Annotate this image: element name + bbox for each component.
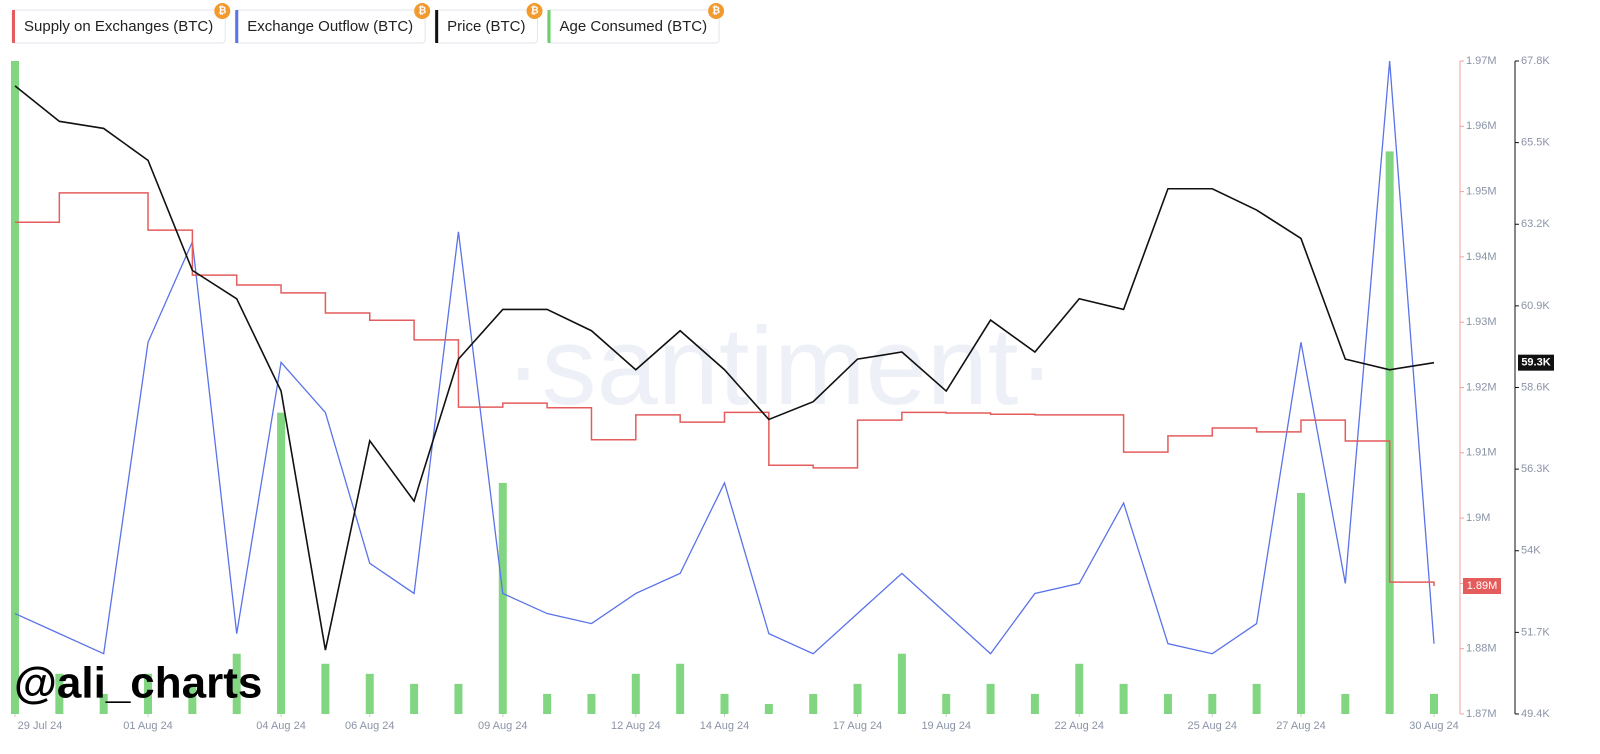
line	[14, 60, 1435, 655]
legend-label: Supply on Exchanges (BTC)	[24, 18, 213, 35]
y2-tick-label: 56.3K	[1521, 463, 1550, 475]
legend-swatch	[435, 10, 439, 43]
legend-icon	[214, 3, 231, 19]
y-tick-label: 1.93M	[1466, 316, 1497, 328]
y2-tick-label: 63.2K	[1521, 218, 1550, 230]
bar	[1208, 693, 1217, 714]
legend-swatch	[547, 10, 551, 43]
bar	[55, 673, 64, 714]
x-tick-label: 27 Aug 24	[1276, 720, 1326, 732]
bar	[897, 653, 906, 714]
line	[14, 85, 1435, 651]
bar	[1030, 693, 1039, 714]
legend-item: Age Consumed (BTC) ₿	[547, 3, 725, 44]
x-tick-label: 19 Aug 24	[921, 720, 971, 732]
bar	[986, 683, 995, 714]
bar	[144, 673, 153, 714]
y2-tick-label: 65.5K	[1521, 137, 1550, 149]
line	[15, 192, 1435, 587]
bar	[587, 693, 596, 714]
bar	[543, 693, 552, 714]
legend-label: Exchange Outflow (BTC)	[247, 18, 413, 35]
y2-tick-label: 54K	[1521, 545, 1541, 557]
current-value-box	[1518, 354, 1554, 371]
current-value-box	[1463, 578, 1501, 595]
y2-tick-label: 49.4K	[1521, 708, 1550, 720]
bar	[1119, 683, 1128, 714]
y-tick-label: 1.91M	[1466, 447, 1497, 459]
bar	[853, 683, 862, 714]
y-tick-label: 1.95M	[1466, 186, 1497, 198]
y-tick-label: 1.9M	[1466, 512, 1490, 524]
y2-tick-label: 60.9K	[1521, 300, 1550, 312]
y2-tick-label: 58.6K	[1521, 381, 1550, 393]
legend-icon-glyph: ₿	[418, 5, 426, 17]
bar	[1163, 693, 1172, 714]
legend-icon-glyph: ₿	[218, 5, 226, 17]
x-tick-label: 29 Jul 24	[18, 720, 63, 732]
bar	[1430, 693, 1438, 714]
y-tick-label: 1.88M	[1466, 643, 1497, 655]
current-value: 59.3K	[1521, 357, 1550, 369]
bar	[631, 673, 640, 714]
y-tick-label: 1.97M	[1466, 55, 1497, 67]
legend-label: Age Consumed (BTC)	[560, 18, 708, 35]
bar	[1296, 492, 1305, 714]
x-tick-label: 17 Aug 24	[833, 720, 883, 732]
bar	[1075, 663, 1084, 714]
bar	[99, 693, 108, 714]
bar	[232, 653, 241, 714]
y-tick-label: 1.96M	[1466, 120, 1497, 132]
legend-icon-glyph: ₿	[712, 5, 720, 17]
bar	[11, 61, 19, 714]
x-tick-label: 01 Aug 24	[123, 720, 173, 732]
bar	[410, 683, 419, 714]
x-tick-label: 12 Aug 24	[611, 720, 661, 732]
bar	[809, 693, 818, 714]
bar	[1385, 151, 1394, 714]
bar	[676, 663, 685, 714]
bar	[188, 683, 197, 714]
legend-item: Exchange Outflow (BTC) ₿	[234, 3, 431, 44]
bar	[498, 482, 507, 714]
bar	[454, 683, 463, 714]
bar	[1341, 693, 1350, 714]
watermark: ·santiment·	[505, 305, 1055, 428]
plot: 1.87M 1.88M 1.89M 1.9M 1.91M 1.92M 1.93M 1.94M 1…	[11, 55, 1554, 732]
x-tick-label: 22 Aug 24	[1054, 720, 1104, 732]
y-tick-label: 1.87M	[1466, 708, 1497, 720]
legend-label: Price (BTC)	[447, 18, 525, 35]
x-tick-label: 04 Aug 24	[256, 720, 306, 732]
bar	[1252, 683, 1261, 714]
bar	[942, 693, 951, 714]
legend-icon	[414, 3, 431, 19]
legend-icon	[526, 3, 543, 19]
x-tick-label: 30 Aug 24	[1409, 720, 1459, 732]
y2-tick-label: 67.8K	[1521, 55, 1550, 67]
legend-swatch	[12, 10, 15, 43]
bar	[720, 693, 729, 714]
legend-icon-glyph: ₿	[530, 5, 538, 17]
credit: @ali_charts	[14, 659, 262, 708]
y-tick-label: 1.94M	[1466, 251, 1497, 263]
legend-item: Price (BTC) ₿	[434, 3, 543, 44]
x-tick-label: 09 Aug 24	[478, 720, 528, 732]
bar	[321, 663, 330, 714]
bar	[365, 673, 374, 714]
y2-tick-label: 51.7K	[1521, 626, 1550, 638]
legend-swatch	[235, 10, 239, 43]
y-tick-label: 1.92M	[1466, 381, 1497, 393]
x-tick-label: 06 Aug 24	[345, 720, 395, 732]
bar	[277, 412, 286, 714]
x-tick-label: 14 Aug 24	[700, 720, 750, 732]
current-value: 1.89M	[1467, 580, 1498, 592]
legend-item: Supply on Exchanges (BTC) ₿	[11, 3, 231, 44]
bar	[764, 703, 773, 714]
x-tick-label: 25 Aug 24	[1188, 720, 1238, 732]
legend-icon	[708, 3, 725, 19]
